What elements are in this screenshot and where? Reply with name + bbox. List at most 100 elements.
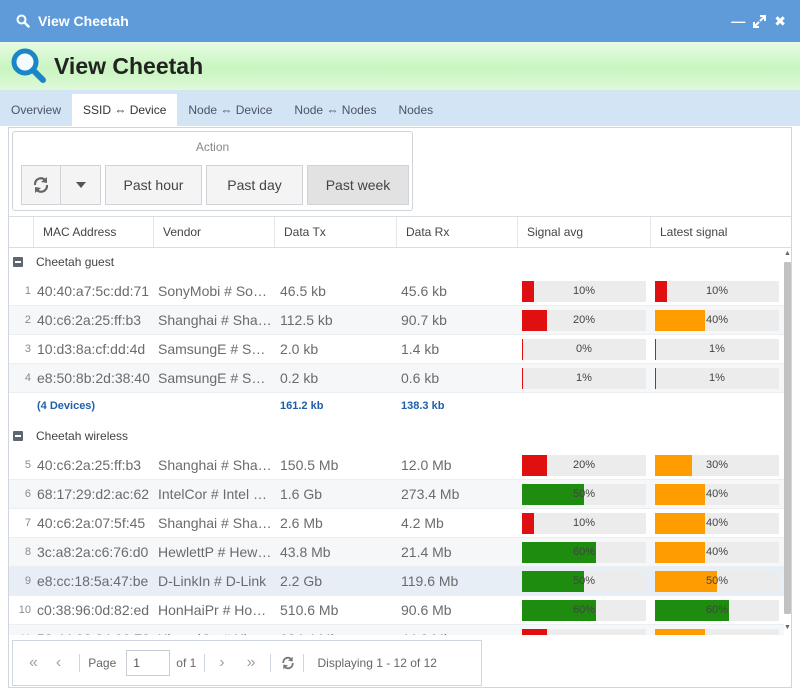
table-row[interactable]: 4 e8:50:8b:2d:38:40 SamsungE # Samsung 0…: [9, 364, 784, 393]
signal-avg-text: 60%: [572, 546, 596, 558]
group-header[interactable]: Cheetah wireless: [9, 422, 784, 451]
table-row[interactable]: 11 58:44:98:34:90:73 XiaomiCo # Xiaomi 9…: [9, 625, 784, 635]
signal-avg-text: 20%: [572, 459, 596, 471]
tab-nodes[interactable]: Nodes: [398, 103, 434, 117]
vendor-cell: SamsungE # Samsung: [158, 370, 273, 386]
vendor-cell: Shanghai # Shanghai: [158, 457, 273, 473]
collapse-icon[interactable]: [13, 431, 23, 441]
page-title: View Cheetah: [54, 52, 204, 79]
tab-ssid-device[interactable]: SSID ⇔ Device: [72, 94, 178, 126]
latest-signal-fill: [655, 310, 705, 331]
signal-avg-fill: [522, 513, 534, 534]
refresh-button[interactable]: [21, 165, 61, 205]
last-page-icon[interactable]: »: [246, 654, 256, 671]
signal-avg-bar: [522, 629, 646, 635]
mac-address-cell: e8:50:8b:2d:38:40: [37, 370, 150, 386]
latest-signal-text: 40%: [705, 314, 729, 326]
refresh-dropdown-button[interactable]: [61, 165, 101, 205]
data-tx-cell: 2.6 Mb: [280, 515, 323, 531]
latest-signal-text: 10%: [705, 285, 729, 297]
signal-avg-bar: 10%: [522, 513, 646, 534]
latest-signal-text: 50%: [705, 575, 729, 587]
data-tx-cell: 43.8 Mb: [280, 544, 331, 560]
refresh-icon[interactable]: [281, 656, 295, 670]
window-titlebar: View Cheetah — ✖: [0, 0, 800, 42]
table-row[interactable]: 10 c0:38:96:0d:82:ed HonHaiPr # Hon Hai …: [9, 596, 784, 625]
scroll-up-icon[interactable]: ▲: [784, 250, 791, 257]
action-title: Action: [195, 140, 230, 154]
table-row[interactable]: 5 40:c6:2a:25:ff:b3 Shanghai # Shanghai …: [9, 451, 784, 480]
grid-scrollbar[interactable]: ▲ ▼: [784, 248, 791, 635]
signal-avg-bar: 1%: [522, 368, 646, 389]
data-tx-cell: 934.4 Mb: [280, 625, 395, 635]
action-fieldset: Action Past hour Past day Past week: [12, 131, 413, 211]
data-rx-cell: 4.2 Mb: [401, 515, 444, 531]
latest-signal-bar: 60%: [655, 600, 779, 621]
past-hour-button[interactable]: Past hour: [105, 165, 202, 205]
mac-address-cell: 40:c6:2a:25:ff:b3: [37, 312, 142, 328]
prev-page-icon[interactable]: ‹: [55, 654, 62, 671]
signal-avg-text: 10%: [572, 285, 596, 297]
column-data-rx[interactable]: Data Rx: [396, 217, 517, 247]
group-label: Cheetah wireless: [36, 429, 129, 443]
latest-signal-text: 40%: [705, 517, 729, 529]
latest-signal-text: 30%: [705, 459, 729, 471]
vendor-cell: IntelCor # Intel Corporate: [158, 486, 273, 502]
paging-toolbar: « ‹ Page of 1 › » Displaying 1 - 12 of 1…: [12, 640, 482, 686]
refresh-icon: [33, 177, 49, 193]
column-data-tx[interactable]: Data Tx: [274, 217, 396, 247]
table-row[interactable]: 2 40:c6:2a:25:ff:b3 Shanghai # Shanghai …: [9, 306, 784, 335]
tab-node-device[interactable]: Node ⇔ Device: [188, 103, 273, 117]
mac-address-cell: c0:38:96:0d:82:ed: [37, 602, 150, 618]
latest-signal-text: 1%: [709, 343, 725, 355]
tab-overview[interactable]: Overview: [11, 103, 62, 117]
table-row[interactable]: 7 40:c6:2a:07:5f:45 Shanghai # Shanghai …: [9, 509, 784, 538]
caret-down-icon: [75, 182, 86, 188]
tab-node-nodes[interactable]: Node ⇔ Nodes: [294, 103, 377, 117]
latest-signal-fill: [655, 455, 692, 476]
table-row[interactable]: 1 40:40:a7:5c:dd:71 SonyMobi # Sony Mobi…: [9, 277, 784, 306]
maximize-icon[interactable]: [753, 14, 767, 28]
column-latest-signal[interactable]: Latest signal: [650, 217, 791, 247]
minimize-icon[interactable]: —: [731, 13, 746, 29]
signal-avg-text: 20%: [572, 314, 596, 326]
next-page-icon[interactable]: ›: [219, 654, 225, 671]
mac-address-cell: 40:c6:2a:25:ff:b3: [37, 457, 142, 473]
vendor-cell: Shanghai # Shanghai: [158, 312, 273, 328]
table-row-selected[interactable]: 9 e8:cc:18:5a:47:be D-LinkIn # D-Link 2.…: [9, 567, 784, 596]
signal-avg-bar: 50%: [522, 571, 646, 592]
column-mac-address[interactable]: MAC Address: [33, 217, 153, 247]
signal-avg-bar: 50%: [522, 484, 646, 505]
scroll-thumb[interactable]: [784, 262, 791, 614]
table-row[interactable]: 6 68:17:29:d2:ac:62 IntelCor # Intel Cor…: [9, 480, 784, 509]
signal-avg-fill: [522, 600, 596, 621]
vendor-cell: Shanghai # Shanghai: [158, 515, 273, 531]
data-tx-cell: 112.5 kb: [280, 312, 333, 328]
magnifier-logo-icon: [11, 48, 46, 83]
signal-avg-bar: 10%: [522, 281, 646, 302]
table-row[interactable]: 3 10:d3:8a:cf:dd:4d SamsungE # Samsung 2…: [9, 335, 784, 364]
latest-signal-fill: [655, 513, 705, 534]
latest-signal-bar: 40%: [655, 310, 779, 331]
group-header[interactable]: Cheetah guest: [9, 248, 784, 277]
scroll-down-icon[interactable]: ▼: [784, 624, 791, 631]
past-week-button[interactable]: Past week: [307, 165, 409, 205]
collapse-icon[interactable]: [13, 257, 23, 267]
group-label: Cheetah guest: [36, 255, 115, 269]
data-rx-cell: 12.0 Mb: [401, 457, 452, 473]
row-number: 1: [24, 285, 31, 297]
column-vendor[interactable]: Vendor: [153, 217, 274, 247]
vendor-cell: SamsungE # Samsung: [158, 341, 273, 357]
row-number: 6: [24, 488, 31, 500]
vendor-cell: HewlettP # Hewlett Packard: [158, 544, 273, 560]
window-title: View Cheetah: [38, 13, 129, 29]
mac-address-cell: 40:40:a7:5c:dd:71: [37, 283, 150, 299]
past-day-button[interactable]: Past day: [206, 165, 303, 205]
first-page-icon[interactable]: «: [29, 654, 38, 671]
close-icon[interactable]: ✖: [774, 12, 786, 29]
row-number: 10: [18, 604, 31, 616]
page-number-input[interactable]: [126, 650, 171, 676]
latest-signal-text: 60%: [705, 604, 729, 616]
column-signal-avg[interactable]: Signal avg: [517, 217, 650, 247]
table-row[interactable]: 8 3c:a8:2a:c6:76:d0 HewlettP # Hewlett P…: [9, 538, 784, 567]
